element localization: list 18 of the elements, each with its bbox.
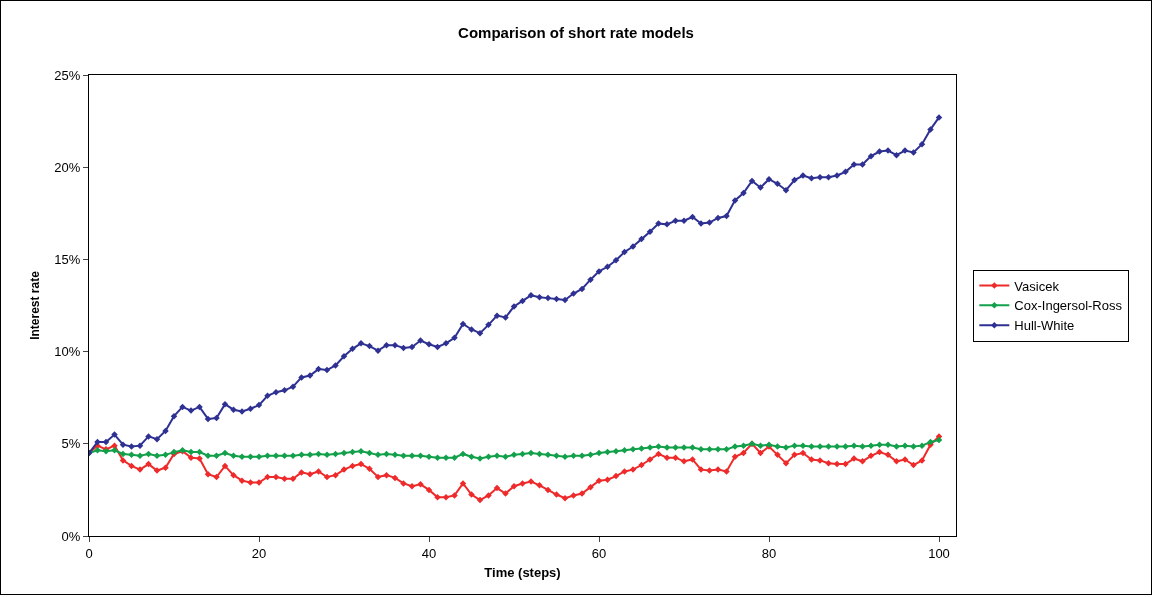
x-tick-label: 20 bbox=[251, 545, 267, 561]
y-tick-label: 20% bbox=[54, 159, 81, 175]
y-tick-label: 25% bbox=[54, 67, 81, 83]
y-tick-label: 10% bbox=[54, 344, 81, 360]
x-tick-label: 40 bbox=[421, 545, 437, 561]
x-tick-label: 0 bbox=[85, 545, 93, 561]
y-tick-label: 15% bbox=[54, 251, 81, 267]
legend-label: Vasicek bbox=[1014, 278, 1060, 294]
chart-title: Comparison of short rate models bbox=[458, 24, 694, 42]
y-axis-title: Interest rate bbox=[27, 270, 42, 340]
legend-label: Cox-Ingersol-Ross bbox=[1014, 298, 1123, 314]
x-axis-title: Time (steps) bbox=[484, 565, 561, 581]
y-tick-label: 5% bbox=[61, 436, 81, 452]
x-tick-label: 80 bbox=[761, 545, 777, 561]
legend-label: Hull-White bbox=[1014, 318, 1075, 334]
x-tick-label: 60 bbox=[591, 545, 607, 561]
y-tick-label: 0% bbox=[61, 528, 81, 544]
x-tick-label: 100 bbox=[928, 545, 950, 561]
